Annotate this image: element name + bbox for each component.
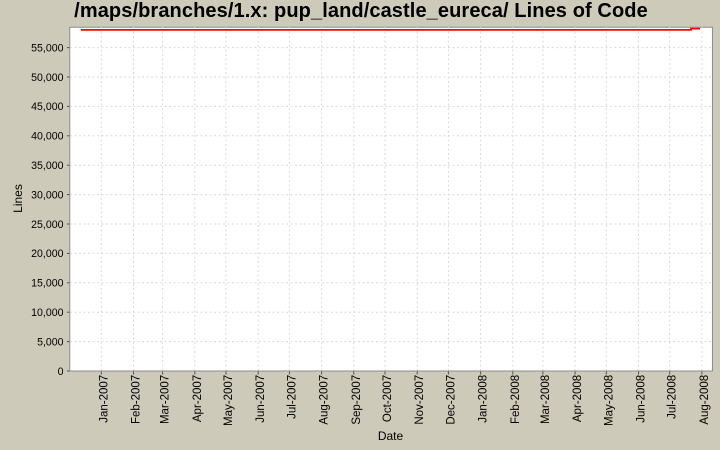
- svg-text:55,000: 55,000: [31, 42, 63, 54]
- svg-text:Jun-2007: Jun-2007: [255, 375, 267, 423]
- svg-text:Jul-2007: Jul-2007: [286, 375, 298, 419]
- svg-text:Jun-2008: Jun-2008: [636, 375, 648, 423]
- svg-text:Aug-2008: Aug-2008: [699, 375, 711, 425]
- svg-text:May-2008: May-2008: [603, 375, 615, 426]
- svg-text:25,000: 25,000: [31, 218, 63, 230]
- svg-text:Mar-2008: Mar-2008: [540, 375, 552, 424]
- svg-text:5,000: 5,000: [37, 336, 63, 348]
- svg-text:35,000: 35,000: [31, 160, 63, 172]
- svg-text:Nov-2007: Nov-2007: [414, 375, 426, 425]
- svg-text:15,000: 15,000: [31, 277, 63, 289]
- svg-text:Apr-2008: Apr-2008: [572, 375, 584, 422]
- svg-text:Jan-2008: Jan-2008: [478, 375, 490, 423]
- svg-text:Lines: Lines: [11, 184, 25, 213]
- svg-text:Apr-2007: Apr-2007: [192, 375, 204, 422]
- svg-text:30,000: 30,000: [31, 189, 63, 201]
- svg-text:Dec-2007: Dec-2007: [445, 375, 457, 425]
- svg-text:Mar-2007: Mar-2007: [160, 375, 172, 424]
- svg-text:Oct-2007: Oct-2007: [382, 375, 394, 422]
- svg-text:Jul-2008: Jul-2008: [667, 375, 679, 419]
- svg-text:45,000: 45,000: [31, 101, 63, 113]
- svg-text:Feb-2007: Feb-2007: [131, 375, 143, 424]
- svg-text:Sep-2007: Sep-2007: [351, 375, 363, 425]
- svg-text:Aug-2007: Aug-2007: [319, 375, 331, 425]
- svg-text:20,000: 20,000: [31, 248, 63, 260]
- svg-text:0: 0: [58, 365, 64, 377]
- svg-text:/maps/branches/1.x: pup_land/c: /maps/branches/1.x: pup_land/castle_eure…: [74, 0, 648, 22]
- svg-text:50,000: 50,000: [31, 71, 63, 83]
- svg-text:Feb-2008: Feb-2008: [510, 375, 522, 424]
- svg-text:May-2007: May-2007: [223, 375, 235, 426]
- svg-text:10,000: 10,000: [31, 307, 63, 319]
- svg-text:40,000: 40,000: [31, 130, 63, 142]
- svg-text:Date: Date: [378, 429, 404, 443]
- svg-text:Jan-2007: Jan-2007: [98, 375, 110, 423]
